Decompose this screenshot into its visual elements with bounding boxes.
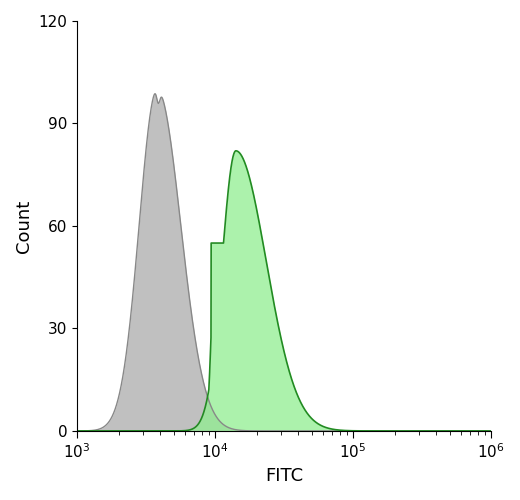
Y-axis label: Count: Count: [15, 200, 33, 252]
X-axis label: FITC: FITC: [265, 467, 303, 485]
